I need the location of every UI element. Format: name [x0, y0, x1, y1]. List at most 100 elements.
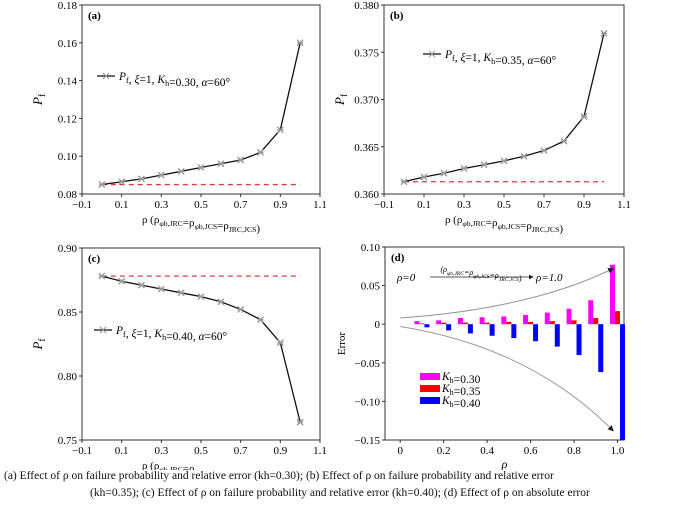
caption-line-2: (kh=0.35); (c) Effect of ρ on failure pr…: [90, 487, 590, 499]
text-part: φb,JRC: [159, 465, 182, 470]
data-point-marker: [217, 160, 225, 168]
text-part: f: [37, 338, 47, 342]
text-part: JRC,JCS: [532, 225, 560, 234]
x-tick-label: 0.3: [457, 199, 471, 211]
data-point-marker: [138, 281, 145, 289]
text-part: ): [559, 223, 563, 235]
text-part: =1,: [136, 328, 154, 340]
y-tick-label: 0.90: [58, 243, 78, 255]
legend-marker: [99, 326, 107, 334]
y-tick-label: 0.370: [354, 95, 379, 107]
data-point-marker: [197, 293, 205, 301]
legend-label: Kh=0.30: [441, 371, 481, 386]
panel-a: −0.1 0.1 0.3 0.5 0.7 0.9 1.1 0.08 0.10 0.12 0.14 0.…: [30, 0, 327, 235]
bar-Kh=0.40: [511, 324, 517, 339]
legend-label: Pf, ξ=1, Kh=0.40, α=60°: [115, 325, 228, 343]
legend-label: Pf, ξ=1, Kh=0.35, α=60°: [444, 49, 557, 67]
text-part: =60°: [534, 55, 557, 67]
y-tick-label: −0.15: [355, 435, 381, 447]
bar-Kh=0.30: [588, 300, 594, 325]
x-tick-label: 0.2: [437, 445, 451, 457]
text-part: =ρ: [486, 217, 498, 229]
text-part: =0.40: [454, 398, 481, 410]
text-part: ,: [126, 328, 132, 340]
text-part: JRC,JCS: [229, 225, 257, 234]
x-tick-label: 0.7: [234, 445, 248, 457]
text-part: =ρ: [183, 217, 195, 229]
text-part: P: [332, 97, 347, 106]
y-tick-label: 0.12: [58, 113, 77, 125]
data-point-marker: [237, 305, 245, 313]
text-part: =ρ: [520, 220, 532, 232]
y-tick-label: 0.80: [58, 371, 78, 383]
data-point-marker: [276, 339, 284, 347]
data-point-marker: [118, 178, 126, 186]
y-tick-label: 0.75: [58, 435, 78, 447]
y-tick-label: 0.375: [354, 47, 379, 59]
bar-Kh=0.40: [446, 324, 452, 331]
text-part: f: [123, 330, 126, 339]
x-axis-label: ρ (ρφb,JRC=ρφb,JCS=ρJRC,JCS): [142, 214, 260, 235]
bar-Kh=0.35: [593, 318, 599, 325]
text-part: P: [30, 97, 45, 106]
y-tick-label: 0.360: [354, 189, 379, 201]
x-tick-label: −0.1: [72, 199, 92, 211]
annotation-middle: (ρφb,JRC=ρφb,JCS=ρJRC,JCS): [441, 265, 522, 283]
y-tick-label: 0.18: [58, 0, 78, 12]
text-part: h: [491, 57, 495, 66]
text-part: h: [450, 388, 454, 397]
series-line: [101, 275, 301, 423]
bar-Kh=0.30: [479, 317, 485, 325]
text-part: =ρ: [217, 220, 229, 232]
data-point-marker: [157, 171, 165, 179]
data-point-marker: [237, 156, 245, 164]
legend-swatch: [420, 397, 440, 404]
x-tick-label: −0.1: [72, 445, 92, 457]
data-point-marker: [520, 152, 528, 160]
data-point-marker: [217, 298, 225, 306]
text-part: ): [256, 469, 260, 470]
bar-Kh=0.35: [484, 322, 490, 325]
text-part: f: [126, 76, 129, 85]
data-point-marker: [138, 175, 145, 183]
panel-label: (c): [88, 253, 101, 265]
text-part: ,: [129, 74, 135, 86]
bar-Kh=0.35: [419, 323, 425, 325]
text-part: h: [162, 333, 166, 342]
x-tick-label: 0.7: [234, 199, 248, 211]
x-tick-label: 0.9: [577, 199, 591, 211]
text-part: ): [256, 223, 260, 235]
y-tick-label: 0.08: [58, 189, 78, 201]
data-point-marker: [500, 157, 508, 165]
y-tick-label: 0.380: [354, 0, 379, 12]
text-part: φb,JRC: [447, 271, 464, 277]
y-axis-label: Pf: [30, 93, 47, 106]
text-part: ρ (ρ: [142, 214, 160, 226]
legend-marker: [102, 72, 110, 80]
bar-Kh=0.35: [571, 320, 577, 325]
data-point-marker: [98, 272, 106, 280]
upper-trend-arrow: [400, 268, 615, 319]
x-tick-label: 0.5: [497, 199, 511, 211]
text-part: f: [37, 93, 47, 97]
text-part: JRC,JCS: [499, 277, 519, 283]
x-tick-label: −0.1: [374, 199, 394, 211]
x-tick-label: 1.1: [313, 445, 327, 457]
x-tick-label: 1.1: [617, 199, 631, 211]
text-part: P: [30, 341, 45, 350]
text-part: ρ (ρ: [142, 460, 160, 470]
bar-Kh=0.40: [576, 324, 582, 356]
x-tick-label: 1.0: [611, 445, 625, 457]
text-part: α: [201, 77, 208, 89]
x-axis-label: ρ: [501, 457, 508, 470]
text-part: h: [450, 376, 454, 385]
panel-label: (a): [88, 10, 101, 22]
panel-d: 0 0.2 0.4 0.6 0.8 1.0 −0.15 −0.10 −0.05 0 0.05 0.10…: [336, 242, 625, 470]
text-part: P: [444, 49, 452, 61]
y-axis-label: Error: [336, 332, 348, 356]
x-tick-label: 1.1: [313, 199, 327, 211]
panel-b: −0.1 0.1 0.3 0.5 0.7 0.9 1.1 0.360 0.365 0.370 0.3…: [332, 0, 631, 235]
text-part: =60°: [208, 77, 231, 89]
text-part: ): [518, 274, 522, 283]
data-point-marker: [177, 289, 185, 297]
